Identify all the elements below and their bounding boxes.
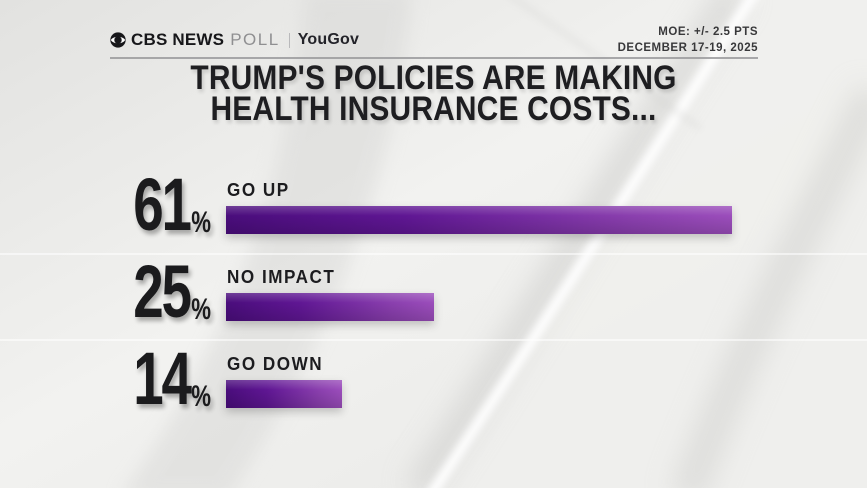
brand-divider <box>288 32 290 48</box>
percent-sign: % <box>191 292 211 326</box>
percent-sign: % <box>191 205 211 239</box>
brand-lockup: CBS NEWS POLL YouGov <box>110 30 359 50</box>
bar-track <box>226 293 766 321</box>
row-separator <box>0 339 867 341</box>
bar-fill <box>226 380 342 408</box>
poll-dates: DECEMBER 17-19, 2025 <box>617 41 758 54</box>
row-separator <box>0 253 867 255</box>
bar-value: 14 % <box>0 337 211 421</box>
chart-title-line1: TRUMP'S POLICIES ARE MAKING <box>190 59 677 97</box>
bar-value-number: 14 <box>133 337 192 421</box>
bar-label: NO IMPACT <box>227 267 336 287</box>
chart-title-line2: HEALTH INSURANCE COSTS... <box>210 90 657 128</box>
header-rule <box>110 57 758 59</box>
poll-meta: MOE: +/- 2.5 PTS DECEMBER 17-19, 2025 <box>618 25 758 56</box>
bar-row-go-up: 61 % GO UP <box>0 168 800 246</box>
bar-row-go-down: 14 % GO DOWN <box>0 342 800 420</box>
bar-row-no-impact: 25 % NO IMPACT <box>0 255 800 333</box>
cbs-eye-icon <box>110 32 126 48</box>
chart-title: TRUMP'S POLICIES ARE MAKING HEALTH INSUR… <box>0 59 867 128</box>
bar-value: 25 % <box>0 250 211 334</box>
bar-label: GO UP <box>227 180 290 200</box>
percent-sign: % <box>191 379 211 413</box>
bar-track <box>226 380 766 408</box>
bar-value-number: 25 <box>133 250 192 334</box>
poll-wordmark: POLL <box>230 30 280 49</box>
margin-of-error: MOE: +/- 2.5 PTS <box>658 26 758 38</box>
bar-track <box>226 206 766 234</box>
bar-label: GO DOWN <box>227 354 324 374</box>
yougov-wordmark: YouGov <box>297 31 360 48</box>
bar-fill <box>226 206 732 234</box>
bar-fill <box>226 293 434 321</box>
bar-value-number: 61 <box>133 163 192 247</box>
bar-value: 61 % <box>0 163 211 247</box>
cbs-news-wordmark: CBS NEWS <box>131 30 225 49</box>
